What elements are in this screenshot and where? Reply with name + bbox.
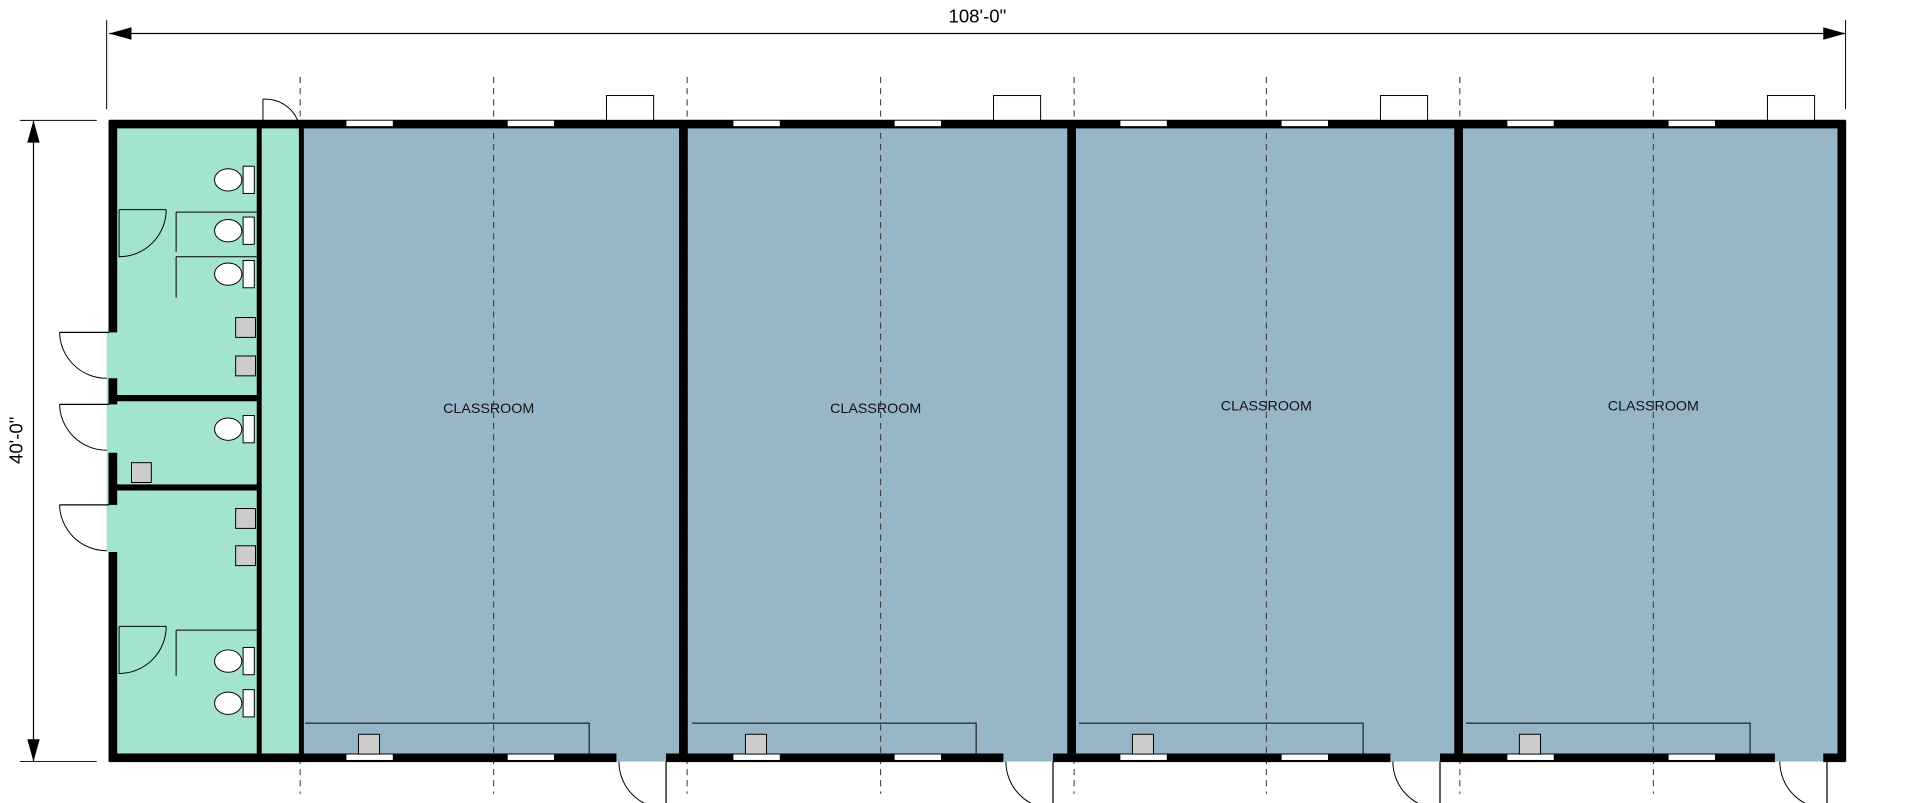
classroom-floor [683, 120, 1072, 762]
counter [305, 722, 590, 755]
door-swing [59, 332, 107, 379]
window [1667, 119, 1716, 127]
room-label: CLASSROOM [830, 401, 921, 417]
toilet [214, 219, 243, 243]
vent [1379, 95, 1429, 121]
arrowhead [1823, 27, 1846, 40]
toilet-tank [242, 259, 255, 289]
classroom-floor [1071, 120, 1459, 762]
plan-layer [19, 19, 1847, 803]
counter [1079, 722, 1364, 755]
toilet-tank [242, 216, 255, 245]
toilet-tank [242, 689, 255, 718]
window [506, 119, 555, 127]
counter [692, 722, 977, 755]
window [732, 119, 781, 127]
sink [130, 462, 152, 483]
window [1506, 119, 1555, 127]
toilet [214, 691, 243, 715]
sink [235, 355, 256, 377]
arrowhead [109, 27, 132, 40]
door-swing [118, 209, 167, 258]
sink [357, 733, 381, 755]
toilet [214, 649, 243, 673]
restroom-floor [106, 332, 115, 552]
window [1280, 753, 1329, 761]
door-swing [118, 625, 167, 674]
toilet [214, 417, 243, 441]
toilet-tank [242, 415, 255, 444]
window [1280, 119, 1329, 127]
window [732, 753, 781, 761]
toilet [214, 168, 243, 192]
sink [1131, 733, 1154, 755]
toilet-tank [242, 646, 255, 676]
room-label: CLASSROOM [1221, 399, 1312, 415]
sink [235, 508, 256, 529]
vent [992, 95, 1042, 121]
door-swing [1005, 761, 1032, 803]
window [1506, 753, 1555, 761]
window [1667, 753, 1716, 761]
toilet-tank [242, 165, 255, 194]
arrowhead [27, 739, 40, 762]
door-swing [59, 404, 107, 451]
window [893, 753, 942, 761]
toilet [214, 262, 243, 286]
door-swing [59, 504, 107, 552]
stall [175, 256, 257, 298]
stall [175, 629, 257, 676]
window [345, 119, 394, 127]
classroom-floor [301, 120, 684, 762]
window [1119, 119, 1168, 127]
window [345, 753, 394, 761]
sink [235, 545, 256, 567]
door-swing [262, 98, 299, 121]
counter [1466, 722, 1751, 755]
vent [1766, 95, 1816, 121]
door-swing [618, 761, 645, 803]
stall [175, 211, 257, 252]
sink [235, 317, 256, 338]
width-dimension: 108'-0" [949, 5, 1007, 26]
window [1119, 753, 1168, 761]
arrowhead [27, 120, 40, 143]
vent [606, 95, 655, 121]
room-label: CLASSROOM [1608, 399, 1699, 415]
height-dimension: 40'-0" [5, 417, 26, 464]
classroom-floor [1458, 120, 1846, 762]
sink [1518, 733, 1541, 755]
window [506, 753, 555, 761]
restroom-floor [109, 120, 303, 762]
sink [744, 733, 768, 755]
window [893, 119, 942, 127]
door-swing [1392, 761, 1419, 803]
door-swing [1779, 761, 1806, 803]
room-label: CLASSROOM [443, 401, 534, 417]
